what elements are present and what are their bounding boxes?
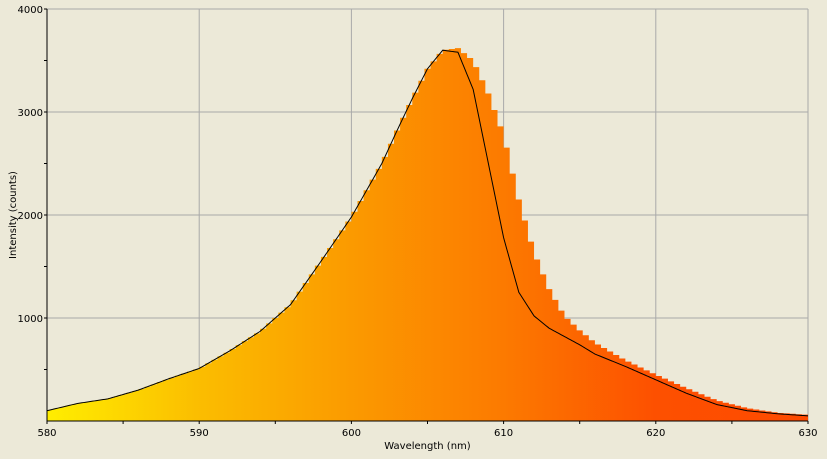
x-tick-label: 580 <box>37 428 56 439</box>
spectrum-line <box>47 49 808 417</box>
x-tick-label: 590 <box>190 428 209 439</box>
y-axis-title: Intensity (counts) <box>8 171 19 259</box>
spectrum-fill-layer <box>47 48 808 421</box>
spectrum-area <box>47 48 808 421</box>
fit-line-layer <box>47 49 808 417</box>
x-axis-title: Wavelength (nm) <box>384 441 470 452</box>
axes <box>44 8 809 424</box>
y-tick-label: 3000 <box>18 108 43 119</box>
y-tick-label: 2000 <box>18 211 43 222</box>
y-tick-label: 1000 <box>18 314 43 325</box>
x-tick-label: 610 <box>494 428 513 439</box>
y-tick-label: 4000 <box>18 5 43 16</box>
x-tick-label: 600 <box>342 428 361 439</box>
x-tick-label: 620 <box>646 428 665 439</box>
tick-labels: 580 590 600 610 620 630 1000 2000 3000 4000 <box>18 5 818 439</box>
x-tick-label: 630 <box>798 428 817 439</box>
